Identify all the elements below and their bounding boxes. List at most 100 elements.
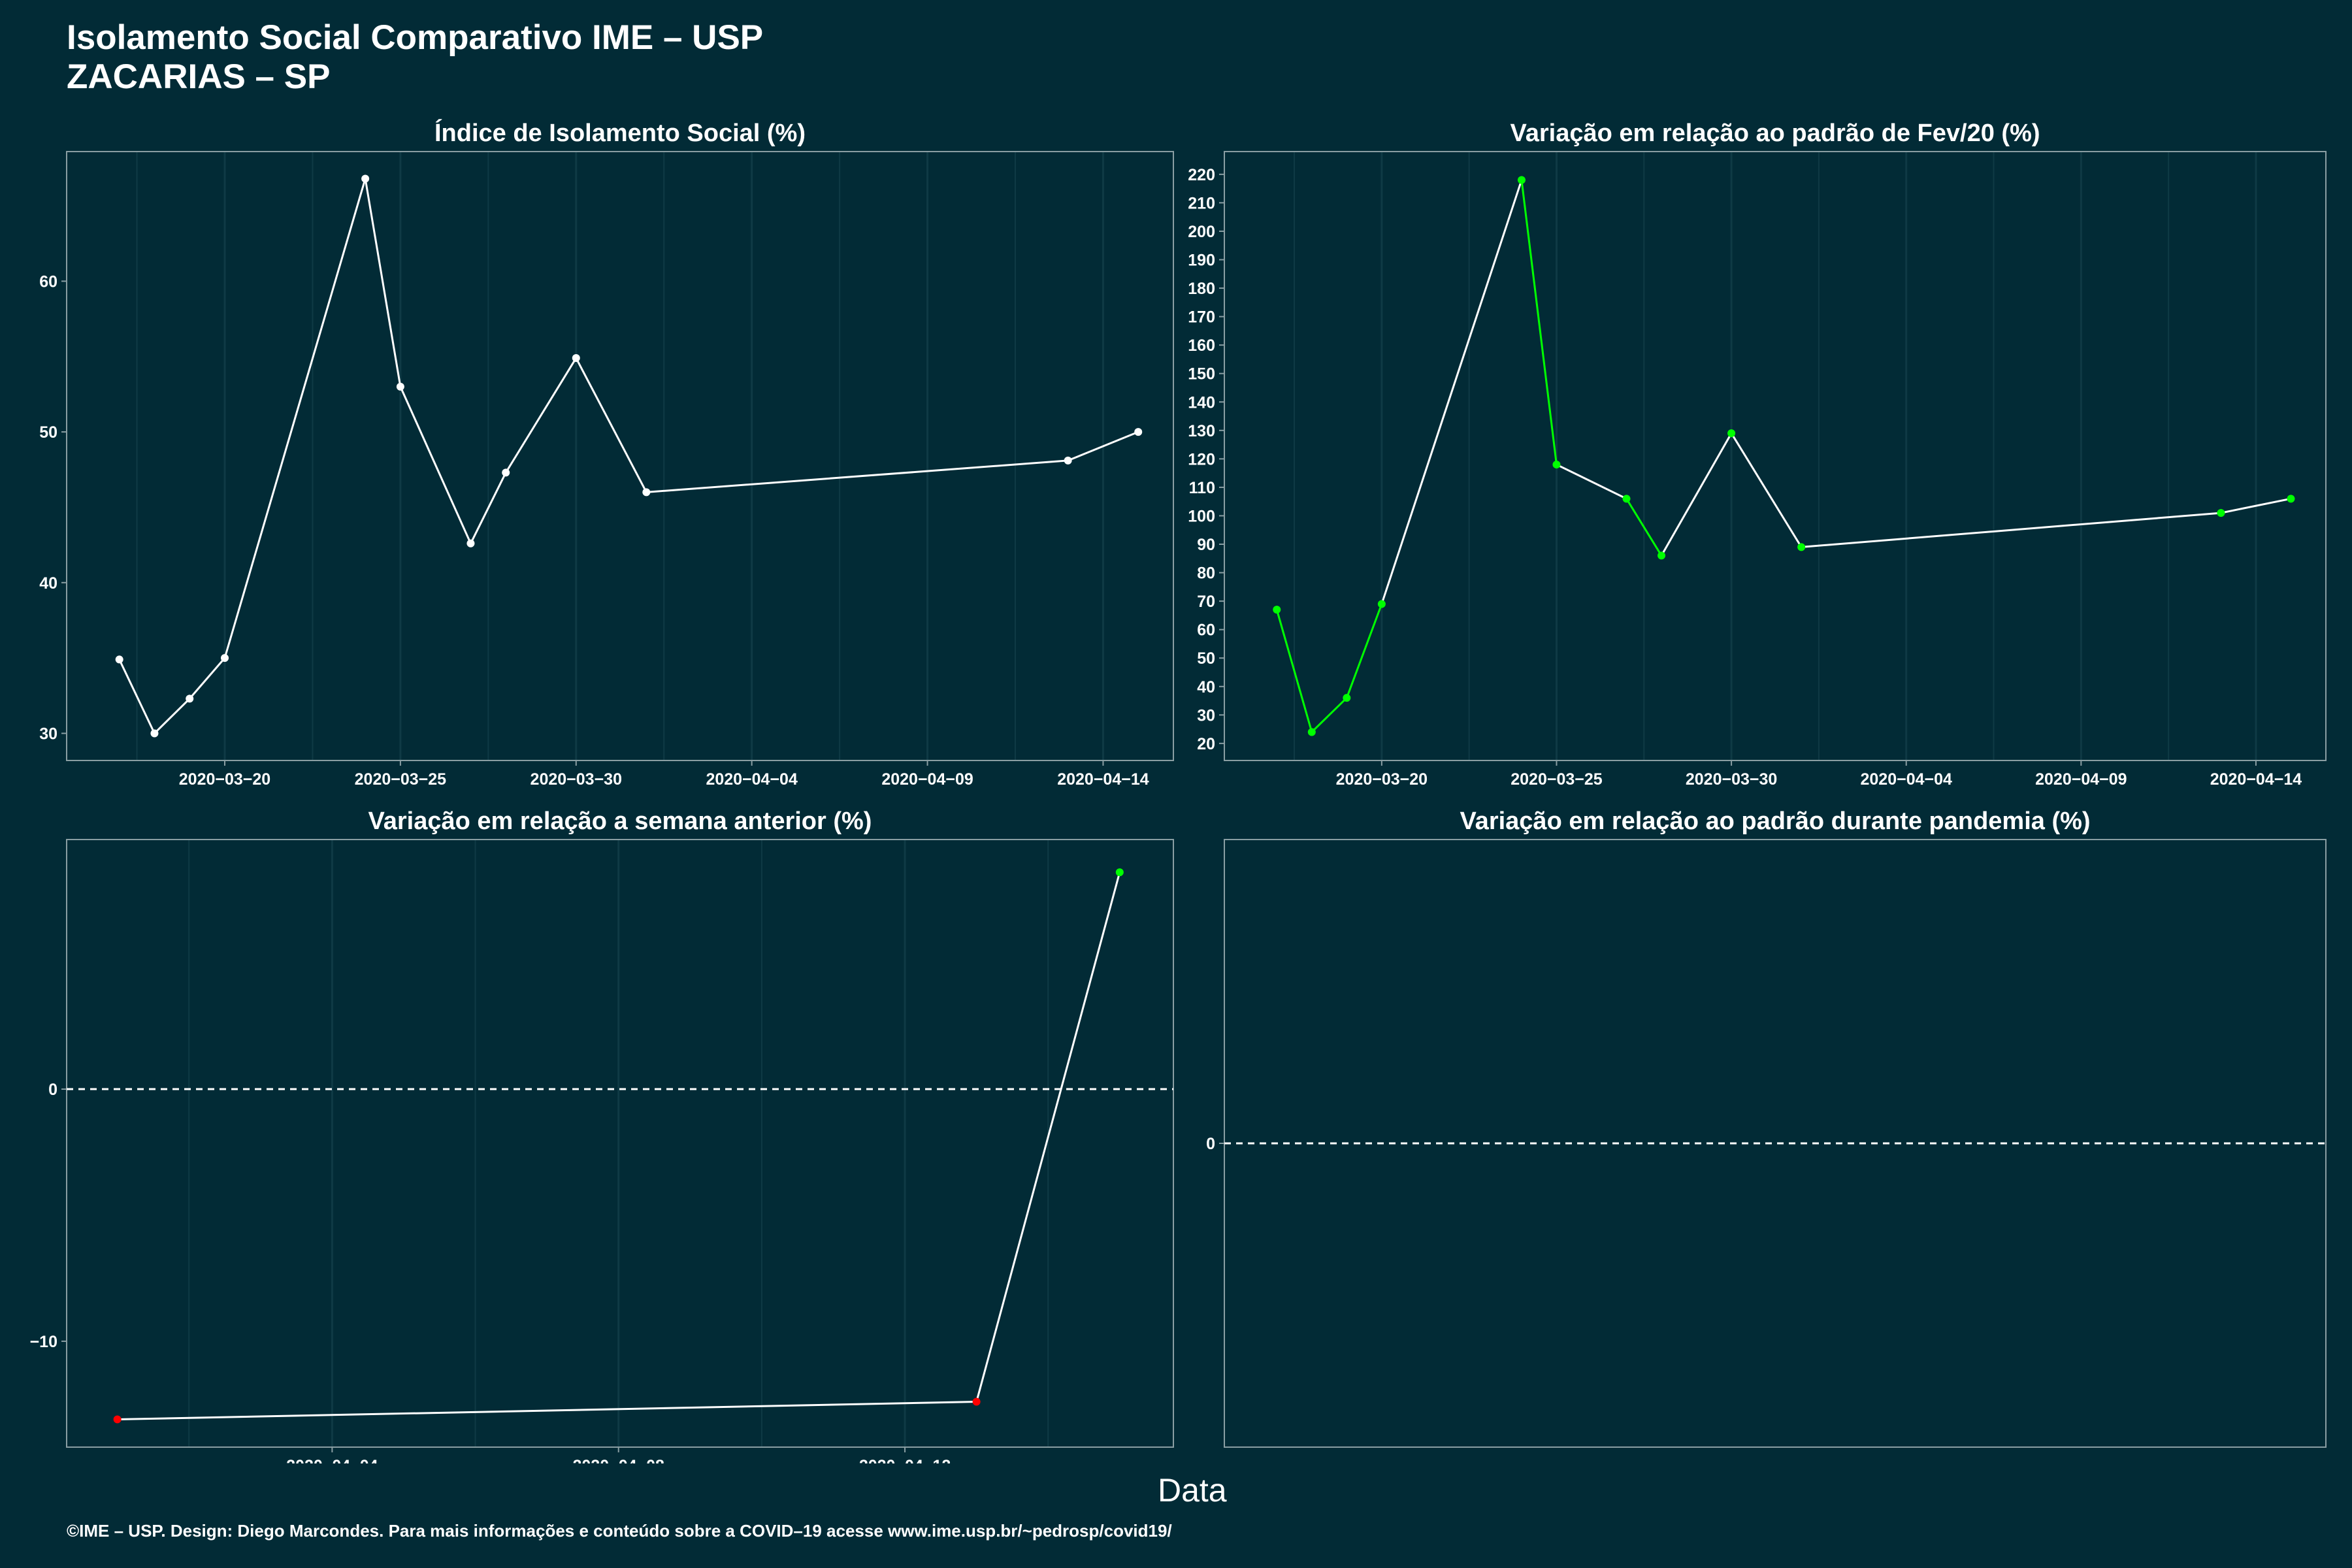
y-tick-label: 200: [1188, 223, 1215, 241]
series-segment: [646, 459, 1068, 493]
series-segment: [1801, 512, 2221, 548]
x-tick-label: 2020−04−04: [1860, 770, 1952, 789]
x-tick-label: 2020−03−20: [179, 770, 270, 789]
panel-indice: Índice de Isolamento Social (%) 30 40 50 60 2…: [39, 118, 1174, 789]
x-tick-label: 2020−04−09: [2035, 770, 2127, 789]
y-tick-label: 0: [1206, 1135, 1215, 1153]
series-segment: [2221, 497, 2291, 514]
data-point: [113, 1415, 122, 1424]
series-segment: [1556, 463, 1627, 500]
y-tick-label: 150: [1188, 365, 1215, 384]
figure-panels: Índice de Isolamento Social (%) 30 40 50 60 2…: [30, 118, 2327, 1463]
x-tick-label: 2020−04−14: [1057, 770, 1149, 789]
series-segment: [117, 1401, 977, 1421]
y-tick-label: 120: [1188, 450, 1215, 468]
panel-fev: Variação em relação ao padrão de Fev/20 …: [1188, 120, 2327, 789]
data-point: [1273, 606, 1281, 614]
y-tick-label: 210: [1188, 194, 1215, 212]
series-segment: [1660, 433, 1733, 557]
data-point: [1797, 543, 1806, 551]
panel-title: Índice de Isolamento Social (%): [434, 118, 806, 147]
data-point: [1343, 694, 1351, 702]
data-point: [1727, 429, 1736, 438]
panel-title: Variação em relação a semana anterior (%…: [368, 808, 872, 835]
series-segment: [223, 178, 367, 659]
data-point: [396, 382, 404, 391]
y-tick-label: 170: [1188, 308, 1215, 327]
y-tick-label: −10: [30, 1333, 57, 1351]
series-segment: [1520, 180, 1558, 465]
series-segment: [364, 178, 402, 387]
data-point: [1134, 428, 1143, 436]
data-point: [150, 729, 159, 738]
data-point: [1115, 868, 1124, 877]
y-tick-label: 30: [1197, 706, 1215, 725]
y-tick-label: 40: [1197, 678, 1215, 696]
y-tick-label: 70: [1197, 593, 1215, 611]
series-segment: [1275, 609, 1313, 732]
series-segment: [1345, 603, 1383, 698]
x-tick-label: 2020−04−08: [572, 1457, 664, 1463]
y-tick-label: 180: [1188, 280, 1215, 298]
data-point: [221, 654, 229, 662]
x-tick-label: 2020−03−25: [355, 770, 447, 789]
y-tick-label: 60: [1197, 621, 1215, 640]
data-point: [1377, 600, 1386, 608]
y-tick-label: 220: [1188, 166, 1215, 184]
y-tick-label: 20: [1197, 735, 1215, 753]
panel-border: [66, 839, 1174, 1448]
main-title-line1: Isolamento Social Comparativo IME – USP: [67, 18, 764, 57]
series-segment: [1380, 180, 1523, 604]
main-title-line2: ZACARIAS – SP: [67, 57, 331, 96]
panel-border: [66, 151, 1174, 761]
x-tick-label: 2020−03−30: [1686, 770, 1777, 789]
data-point: [1658, 551, 1666, 560]
data-point: [1307, 728, 1316, 736]
series-segment: [504, 357, 578, 474]
x-tick-label: 2020−03−25: [1511, 770, 1603, 789]
series-segment: [1730, 433, 1803, 548]
data-point: [1064, 456, 1072, 465]
y-tick-label: 140: [1188, 393, 1215, 412]
x-tick-label: 2020−04−04: [286, 1457, 378, 1463]
data-point: [972, 1397, 981, 1406]
y-tick-label: 30: [39, 725, 57, 743]
x-axis-label: Data: [1158, 1472, 1227, 1509]
x-tick-label: 2020−04−04: [706, 770, 798, 789]
x-tick-label: 2020−04−14: [2210, 770, 2302, 789]
y-tick-label: 50: [1197, 649, 1215, 668]
data-point: [115, 655, 123, 664]
series-segment: [189, 657, 226, 700]
x-tick-label: 2020−03−30: [531, 770, 622, 789]
data-point: [466, 539, 475, 547]
series-segment: [118, 659, 155, 734]
y-tick-label: 130: [1188, 422, 1215, 440]
x-tick-label: 2020−03−20: [1336, 770, 1428, 789]
series-segment: [1625, 498, 1663, 557]
y-tick-label: 190: [1188, 251, 1215, 269]
panel-title: Variação em relação ao padrão durante pa…: [1460, 808, 2090, 835]
footer-caption: ©IME – USP. Design: Diego Marcondes. Par…: [67, 1521, 1172, 1541]
y-tick-label: 80: [1197, 564, 1215, 583]
y-tick-label: 0: [48, 1081, 57, 1099]
data-point: [1552, 461, 1561, 469]
series-segment: [1311, 697, 1348, 733]
y-tick-label: 90: [1197, 536, 1215, 554]
series-segment: [975, 872, 1121, 1402]
y-tick-label: 160: [1188, 336, 1215, 355]
data-point: [642, 488, 651, 497]
data-point: [572, 354, 580, 363]
x-tick-label: 2020−04−12: [859, 1457, 951, 1463]
series-segment: [154, 698, 191, 734]
data-point: [1622, 495, 1631, 503]
y-tick-label: 50: [39, 423, 57, 442]
series-segment: [399, 386, 472, 544]
series-segment: [470, 472, 507, 544]
panel-title: Variação em relação ao padrão de Fev/20 …: [1510, 120, 2040, 147]
data-point: [2287, 495, 2295, 503]
data-point: [2217, 509, 2225, 517]
x-tick-label: 2020−04−09: [881, 770, 973, 789]
y-tick-label: 110: [1189, 479, 1215, 497]
data-point: [1517, 176, 1526, 184]
